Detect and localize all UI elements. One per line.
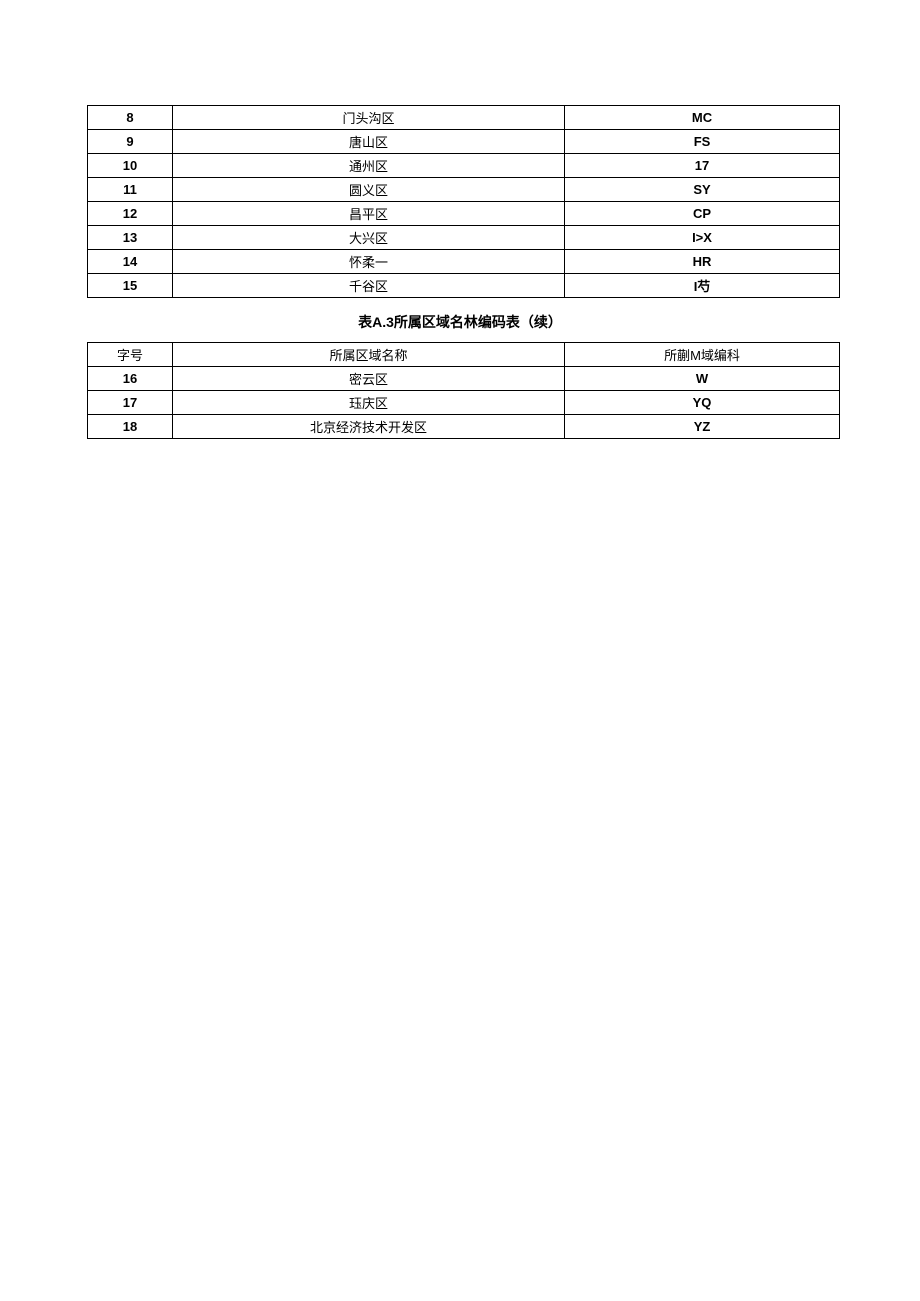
header-seq: 字号 xyxy=(88,343,173,367)
cell-code: YQ xyxy=(565,391,840,415)
cell-seq: 15 xyxy=(88,274,173,298)
table-row: 18 北京经济技术开发区 YZ xyxy=(88,415,840,439)
cell-seq: 13 xyxy=(88,226,173,250)
cell-seq: 14 xyxy=(88,250,173,274)
cell-name: 千谷区 xyxy=(173,274,565,298)
cell-seq: 9 xyxy=(88,130,173,154)
cell-name: 昌平区 xyxy=(173,202,565,226)
cell-name: 北京经济技术开发区 xyxy=(173,415,565,439)
cell-code: MC xyxy=(565,106,840,130)
table-row: 15 千谷区 I芍 xyxy=(88,274,840,298)
table-row: 9 唐山区 FS xyxy=(88,130,840,154)
header-name: 所属区域名称 xyxy=(173,343,565,367)
cell-name: 密云区 xyxy=(173,367,565,391)
cell-seq: 16 xyxy=(88,367,173,391)
cell-code: YZ xyxy=(565,415,840,439)
cell-seq: 12 xyxy=(88,202,173,226)
table-a3-part2-wrapper: 字号 所属区域名称 所蒯M域编科 16 密云区 W 17 珏庆区 YQ 18 北… xyxy=(87,342,839,439)
cell-code: HR xyxy=(565,250,840,274)
cell-seq: 17 xyxy=(88,391,173,415)
table-row: 16 密云区 W xyxy=(88,367,840,391)
table-a3-part2: 字号 所属区域名称 所蒯M域编科 16 密云区 W 17 珏庆区 YQ 18 北… xyxy=(87,342,840,439)
cell-code: CP xyxy=(565,202,840,226)
table-caption: 表A.3所属区域名林编码表（续） xyxy=(0,312,920,332)
cell-name: 大兴区 xyxy=(173,226,565,250)
table-a3-part1: 8 门头沟区 MC 9 唐山区 FS 10 通州区 17 11 圆义区 SY 1… xyxy=(87,105,840,298)
cell-code: FS xyxy=(565,130,840,154)
cell-seq: 8 xyxy=(88,106,173,130)
table-row: 11 圆义区 SY xyxy=(88,178,840,202)
cell-name: 圆义区 xyxy=(173,178,565,202)
cell-code: I芍 xyxy=(565,274,840,298)
cell-code: 17 xyxy=(565,154,840,178)
table-row: 17 珏庆区 YQ xyxy=(88,391,840,415)
table-row: 10 通州区 17 xyxy=(88,154,840,178)
table-row: 12 昌平区 CP xyxy=(88,202,840,226)
cell-name: 通州区 xyxy=(173,154,565,178)
cell-code: I>X xyxy=(565,226,840,250)
table-row: 8 门头沟区 MC xyxy=(88,106,840,130)
cell-name: 怀柔一 xyxy=(173,250,565,274)
header-code: 所蒯M域编科 xyxy=(565,343,840,367)
cell-seq: 10 xyxy=(88,154,173,178)
table-header-row: 字号 所属区域名称 所蒯M域编科 xyxy=(88,343,840,367)
table-a3-part1-wrapper: 8 门头沟区 MC 9 唐山区 FS 10 通州区 17 11 圆义区 SY 1… xyxy=(87,105,839,298)
cell-code: W xyxy=(565,367,840,391)
table-row: 13 大兴区 I>X xyxy=(88,226,840,250)
cell-code: SY xyxy=(565,178,840,202)
cell-seq: 18 xyxy=(88,415,173,439)
cell-name: 唐山区 xyxy=(173,130,565,154)
cell-seq: 11 xyxy=(88,178,173,202)
table-row: 14 怀柔一 HR xyxy=(88,250,840,274)
cell-name: 门头沟区 xyxy=(173,106,565,130)
cell-name: 珏庆区 xyxy=(173,391,565,415)
